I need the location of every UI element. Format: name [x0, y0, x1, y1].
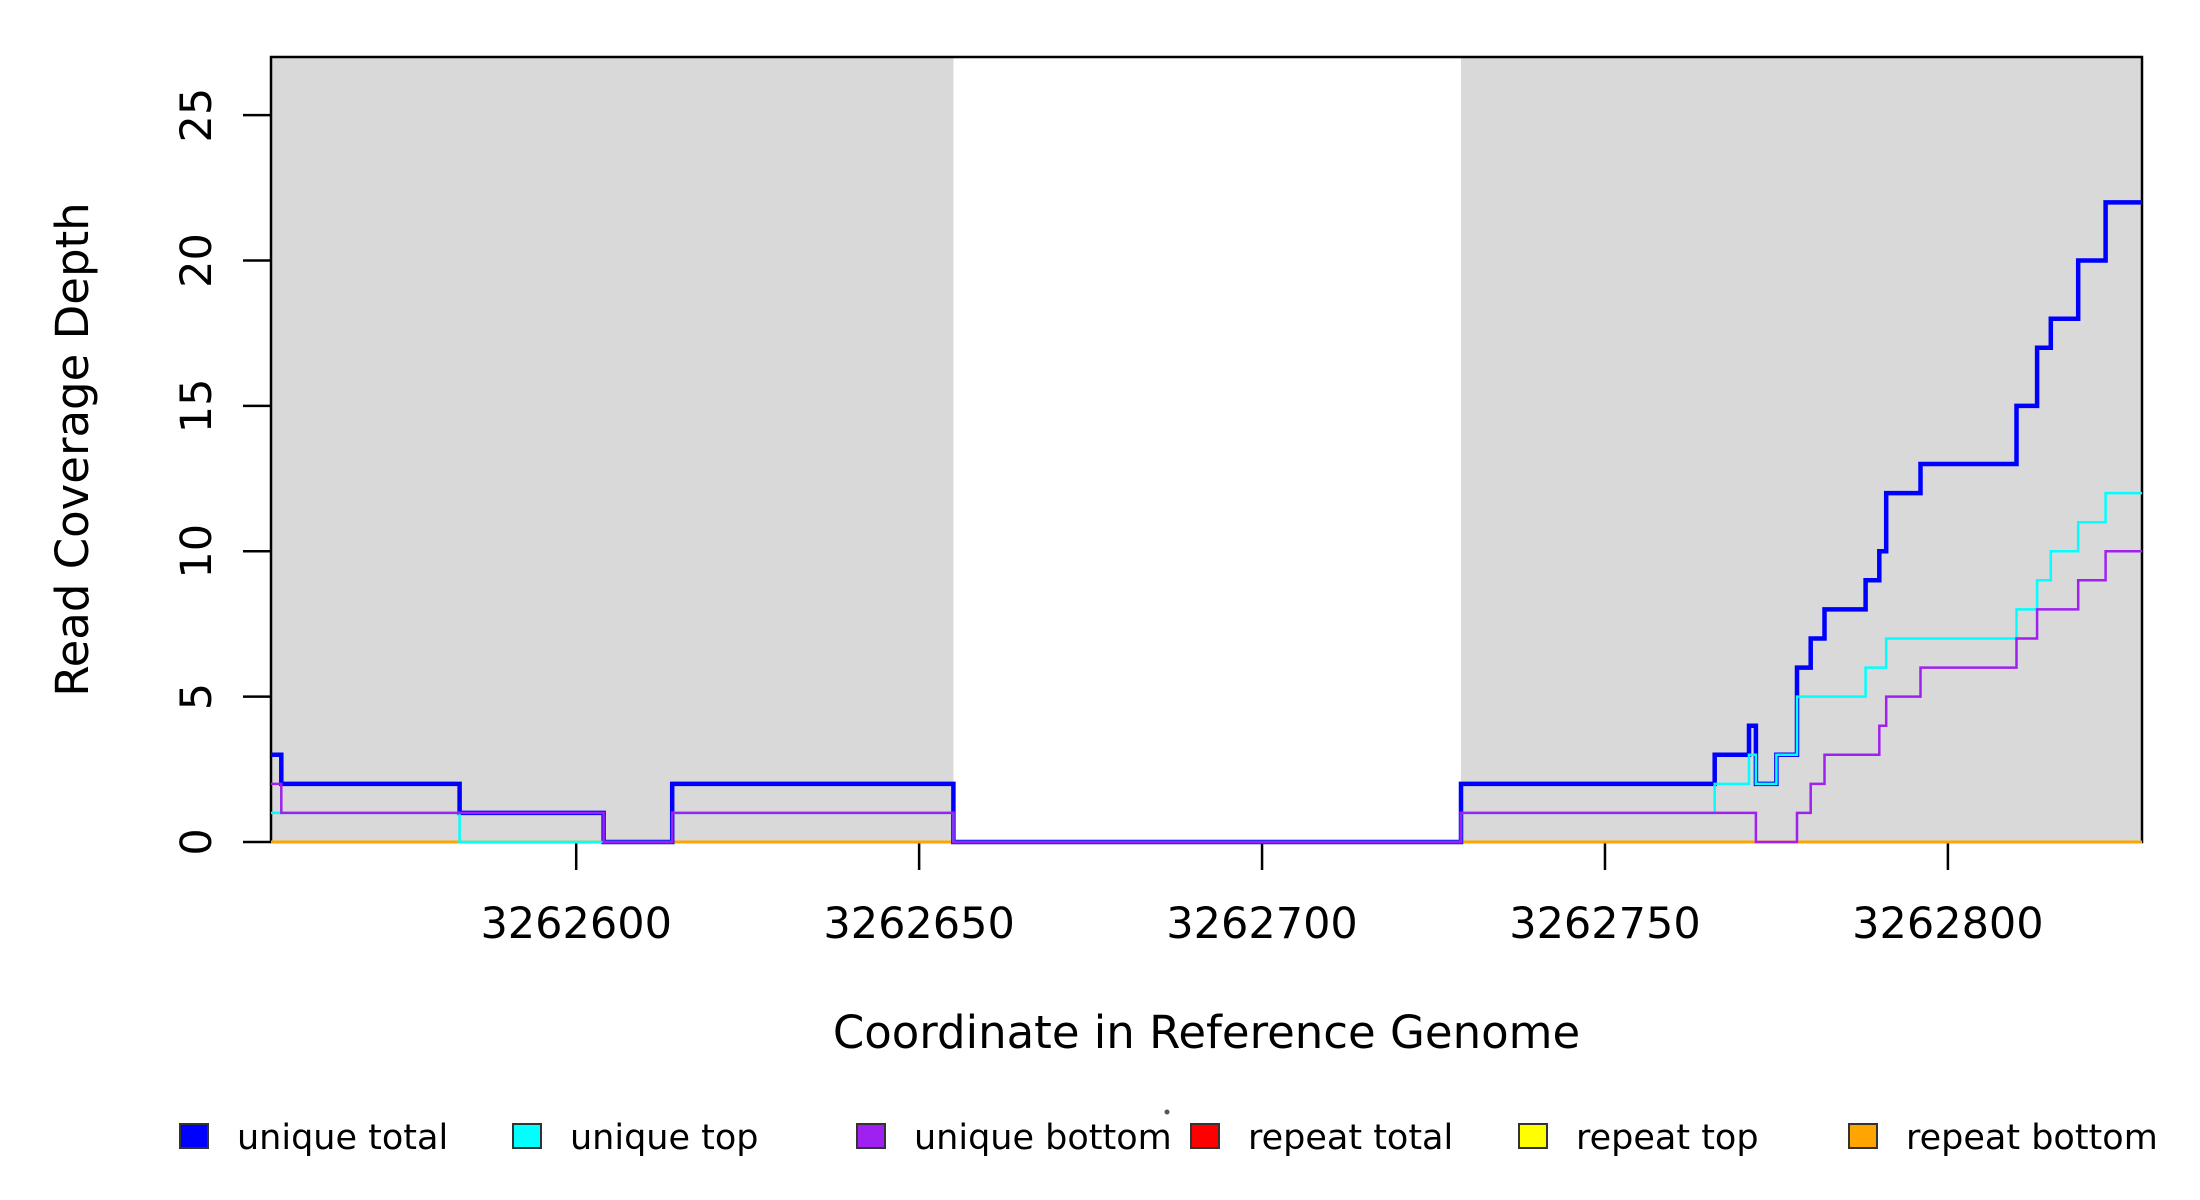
legend-label-repeat-top: repeat top [1576, 1118, 1759, 1158]
x-tick-label: 3262750 [1509, 899, 1701, 949]
series-line-unique-total [271, 200, 2142, 845]
legend-label-repeat-bottom: repeat bottom [1906, 1118, 2158, 1158]
x-tick-label: 3262700 [1166, 899, 1358, 949]
y-tick-label: 15 [172, 379, 222, 434]
shaded-region [1460, 57, 2142, 842]
legend-label-unique-bottom: unique bottom [914, 1118, 1172, 1158]
y-tick-label: 5 [172, 683, 222, 710]
legend-swatch-unique-bottom [856, 1123, 886, 1149]
x-tick-label: 3262650 [823, 899, 1015, 949]
series-line-unique-bottom [271, 550, 2142, 844]
legend-swatch-repeat-total [1190, 1123, 1220, 1149]
legend-label-unique-total: unique total [237, 1118, 448, 1158]
y-tick-label: 0 [172, 828, 222, 855]
legend-swatch-repeat-top [1518, 1123, 1548, 1149]
y-tick-label: 10 [172, 524, 222, 579]
x-tick-label: 3262600 [480, 899, 672, 949]
y-tick-label: 25 [172, 88, 222, 143]
x-tick-label: 3262800 [1852, 899, 2044, 949]
y-axis-title: Read Coverage Depth [46, 202, 99, 696]
legend-artifact-mark [1164, 1109, 1170, 1115]
legend-label-unique-top: unique top [570, 1118, 759, 1158]
shaded-region [271, 57, 954, 842]
y-tick-label: 20 [172, 233, 222, 288]
legend-swatch-unique-total [179, 1123, 209, 1149]
legend-swatch-unique-top [512, 1123, 542, 1149]
x-axis-title: Coordinate in Reference Genome [833, 1006, 1580, 1059]
legend-label-repeat-total: repeat total [1248, 1118, 1453, 1158]
legend-swatch-repeat-bottom [1848, 1123, 1878, 1149]
